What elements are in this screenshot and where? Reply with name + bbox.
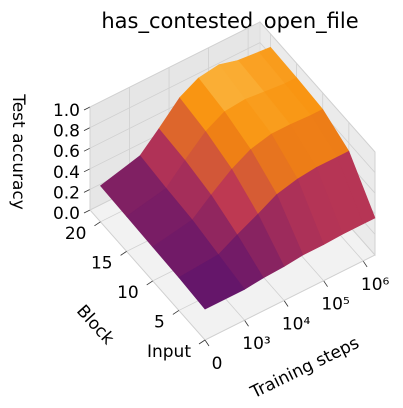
grid-line — [89, 209, 206, 341]
tick-mark — [83, 168, 91, 173]
tick-mark — [83, 127, 91, 131]
z-tick-label: 0.8 — [53, 122, 80, 142]
tick-mark — [283, 300, 289, 307]
surface-patch — [178, 254, 245, 310]
grid-line — [259, 21, 376, 153]
y-axis-label: Block — [72, 301, 118, 349]
tick-mark — [244, 320, 249, 327]
grid-line — [89, 21, 261, 108]
grid-line — [89, 42, 261, 128]
x-tick-label: 10⁶ — [361, 275, 390, 295]
tick-mark — [94, 221, 101, 227]
z-tick-label: 1.0 — [53, 101, 80, 121]
y-tick-label: 5 — [154, 312, 165, 332]
tick-mark — [172, 310, 180, 315]
x-tick-label: 10⁵ — [321, 295, 349, 315]
grid-line — [204, 254, 376, 341]
tick-mark — [198, 339, 206, 345]
y-tick-label: Input — [147, 342, 191, 362]
x-tick-label: 10⁴ — [282, 314, 311, 334]
tick-mark — [146, 280, 153, 286]
z-tick-label: 0.6 — [53, 142, 80, 162]
tick-mark — [83, 147, 91, 152]
z-tick-label: 0.2 — [53, 183, 80, 203]
y-tick-label: 15 — [91, 253, 113, 273]
x-tick-label: 0 — [212, 354, 223, 374]
tick-mark — [83, 189, 91, 193]
x-tick-label: 10³ — [242, 334, 270, 354]
z-axis-label: Test accuracy — [8, 93, 28, 210]
y-tick-label: 10 — [117, 283, 139, 303]
y-tick-label: 20 — [65, 224, 87, 244]
tick-mark — [204, 339, 210, 347]
chart-title: has_contested_open_file — [101, 9, 358, 34]
tick-mark — [83, 209, 91, 214]
tick-mark — [83, 106, 91, 111]
tick-mark — [323, 280, 328, 287]
z-tick-label: 0.4 — [53, 163, 80, 183]
z-tick-label: 0.0 — [53, 204, 80, 224]
tick-mark — [362, 260, 368, 268]
tick-mark — [120, 251, 127, 256]
